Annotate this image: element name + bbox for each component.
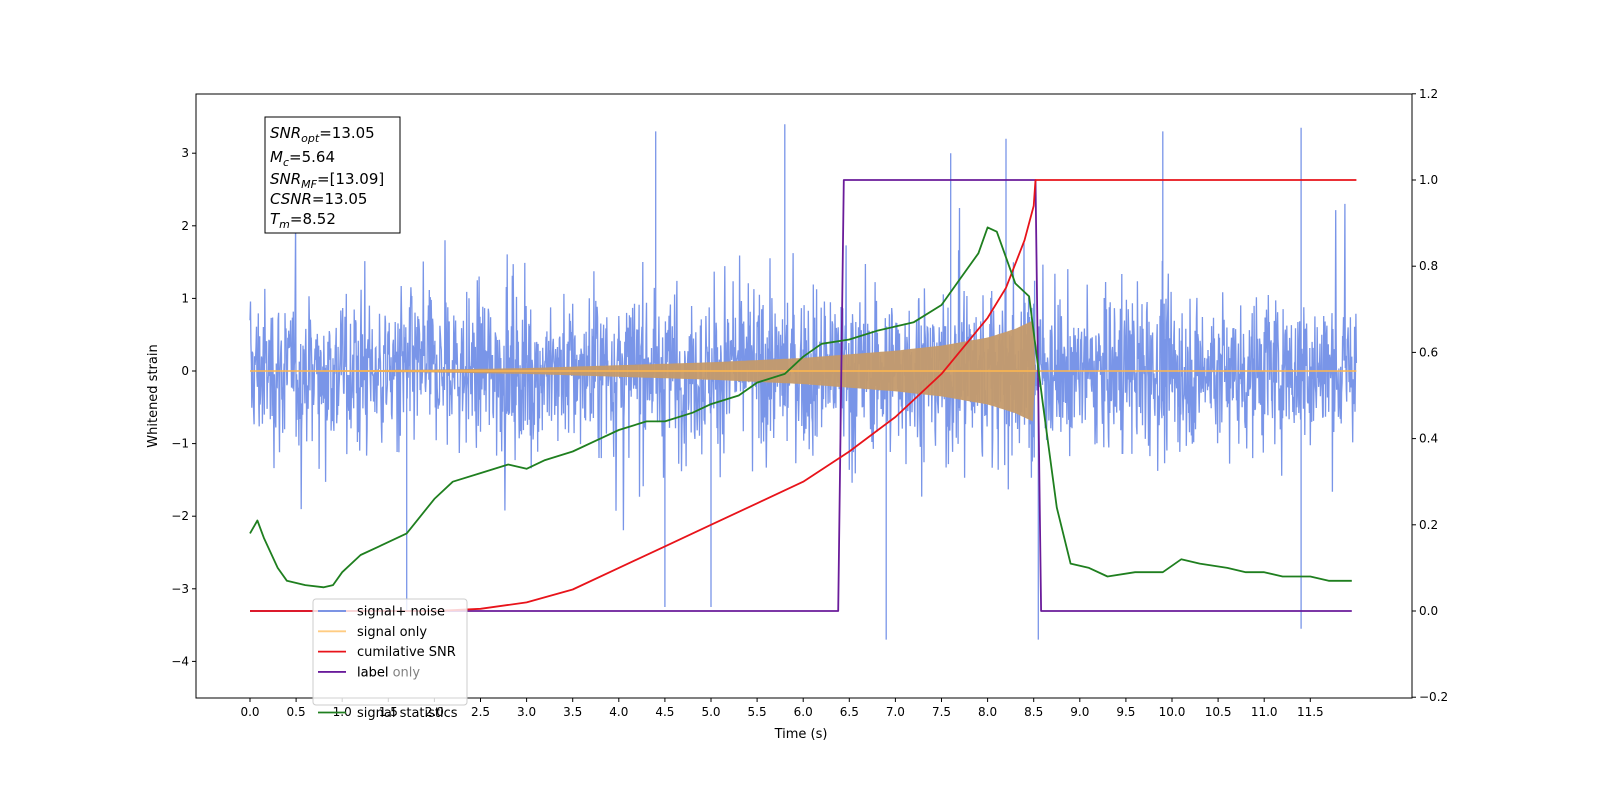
y-right-tick-label: 0.6 — [1419, 345, 1438, 359]
plot-frame — [195, 93, 1413, 699]
x-tick-label: 5.0 — [701, 705, 720, 719]
legend-entry-label: label only — [357, 666, 420, 681]
x-tick-label: 9.5 — [1116, 705, 1135, 719]
y-left-tick-label: 0 — [181, 364, 189, 378]
y-axis-left-ticks: 3 2 1 0 −1 −2 −3 −4 — [171, 146, 196, 668]
signal-statistics-line — [249, 226, 1352, 589]
annotation-snr-mf: SNRMF=[13.09] — [270, 170, 384, 191]
y-axis-label: Whitened strain — [146, 344, 161, 447]
line-series-layer — [249, 179, 1357, 612]
legend-entry-label: signal statistics — [357, 706, 458, 721]
y-right-tick-label: 0.2 — [1419, 518, 1438, 532]
y-right-tick-label: −0.2 — [1419, 690, 1448, 704]
x-tick-label: 8.0 — [978, 705, 997, 719]
legend-entry-label: signal only — [357, 625, 427, 640]
x-tick-label: 4.0 — [609, 705, 628, 719]
x-axis-label: Time (s) — [774, 727, 828, 742]
annotation-csnr: CSNR=13.05 — [270, 190, 367, 208]
x-tick-label: 0.5 — [287, 705, 306, 719]
x-tick-label: 5.5 — [748, 705, 767, 719]
x-tick-label: 1.5 — [379, 705, 398, 719]
y-right-tick-label: 0.8 — [1419, 259, 1438, 273]
x-tick-label: 11.0 — [1251, 705, 1278, 719]
y-right-tick-label: 0.4 — [1419, 432, 1438, 446]
x-tick-label: 0.0 — [240, 705, 259, 719]
legend-entry-label: cumilative SNR — [357, 645, 456, 660]
x-tick-label: 10.0 — [1159, 705, 1186, 719]
x-tick-label: 7.5 — [932, 705, 951, 719]
y-left-tick-label: −3 — [171, 582, 189, 596]
y-right-tick-label: 0.0 — [1419, 604, 1438, 618]
legend: signal+ noise signal only cumilative SNR la… — [312, 598, 468, 721]
y-left-tick-label: −2 — [171, 509, 189, 523]
x-tick-label: 7.0 — [886, 705, 905, 719]
annotation-tm: Tm=8.52 — [270, 210, 336, 231]
x-tick-label: 6.5 — [840, 705, 859, 719]
x-tick-label: 9.0 — [1070, 705, 1089, 719]
x-axis-ticks: 0.0 0.5 1.0 1.5 2.0 2.5 3.0 3.5 4.0 4.5 5.0 5.5 6.0 6… — [240, 698, 1324, 719]
x-tick-label: 2.5 — [471, 705, 490, 719]
legend-entry-label: label — [357, 665, 388, 680]
x-tick-label: 11.5 — [1297, 705, 1324, 719]
y-right-tick-label: 1.2 — [1419, 87, 1438, 101]
y-axis-right-ticks: 1.2 1.0 0.8 0.6 0.4 0.2 0.0 −0.2 — [1412, 87, 1448, 704]
annotation-snr-opt: SNRopt=13.05 — [270, 124, 375, 145]
y-left-tick-label: −4 — [171, 654, 189, 668]
y-left-tick-label: 3 — [181, 146, 189, 160]
x-tick-label: 3.5 — [563, 705, 582, 719]
x-tick-label: 6.0 — [794, 705, 813, 719]
y-left-tick-label: 2 — [181, 219, 189, 233]
legend-entry-label: signal+ noise — [357, 605, 445, 620]
annotation-mc: Mc=5.64 — [270, 148, 335, 169]
signal-only-series — [250, 320, 1357, 422]
y-right-tick-label: 1.0 — [1419, 173, 1438, 187]
x-tick-label: 4.5 — [655, 705, 674, 719]
x-tick-label: 10.5 — [1205, 705, 1232, 719]
cumilative-snr-line — [250, 179, 1357, 612]
metrics-annotation-box: SNRopt=13.05 Mc=5.64 SNRMF=[13.09] CSNR=… — [264, 116, 401, 234]
y-left-tick-label: −1 — [171, 437, 189, 451]
label-line — [250, 179, 1352, 612]
y-left-tick-label: 1 — [181, 291, 189, 305]
x-tick-label: 3.0 — [517, 705, 536, 719]
x-tick-label: 8.5 — [1024, 705, 1043, 719]
x-tick-label: 2.0 — [425, 705, 444, 719]
